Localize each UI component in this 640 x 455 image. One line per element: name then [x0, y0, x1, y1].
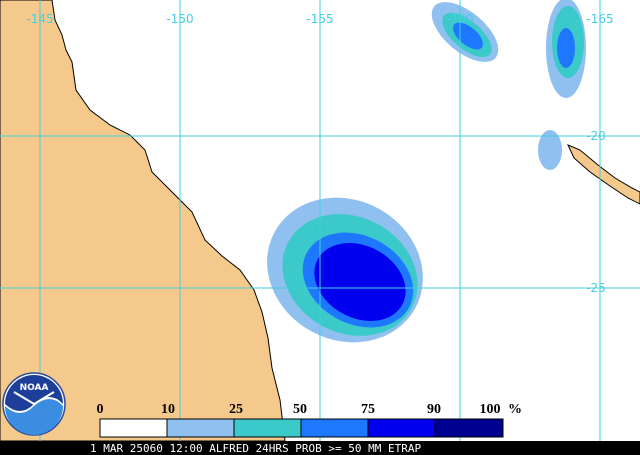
caption-bar [0, 441, 640, 455]
legend-label: 50 [293, 402, 307, 417]
legend-label: 0 [97, 402, 104, 417]
legend: 0 10 25 50 75 90 100 % [97, 402, 522, 438]
legend-label: 75 [361, 402, 375, 417]
legend-label: 90 [427, 402, 441, 417]
graticule [0, 0, 640, 441]
latitude-label: -20 [586, 129, 606, 143]
logo-text: NOAA [20, 383, 49, 393]
latitude-label: -25 [586, 281, 606, 295]
legend-unit: % [508, 402, 522, 417]
probability-field [267, 0, 586, 343]
longitude-label: -160 [446, 12, 473, 26]
longitude-label: -150 [166, 12, 193, 26]
noaa-logo: NOAA [2, 372, 66, 436]
new-caledonia-land [567, 144, 640, 205]
legend-label: 25 [229, 402, 243, 417]
longitude-label: -145 [26, 12, 53, 26]
longitude-label: -165 [586, 12, 613, 26]
legend-label: 10 [161, 402, 175, 417]
longitude-label: -155 [306, 12, 333, 26]
caption: 1 MAR 25060 12:00 ALFRED 24HRS PROB >= 5… [90, 442, 422, 455]
australia-land [0, 0, 286, 442]
legend-label: 100 [480, 402, 501, 417]
